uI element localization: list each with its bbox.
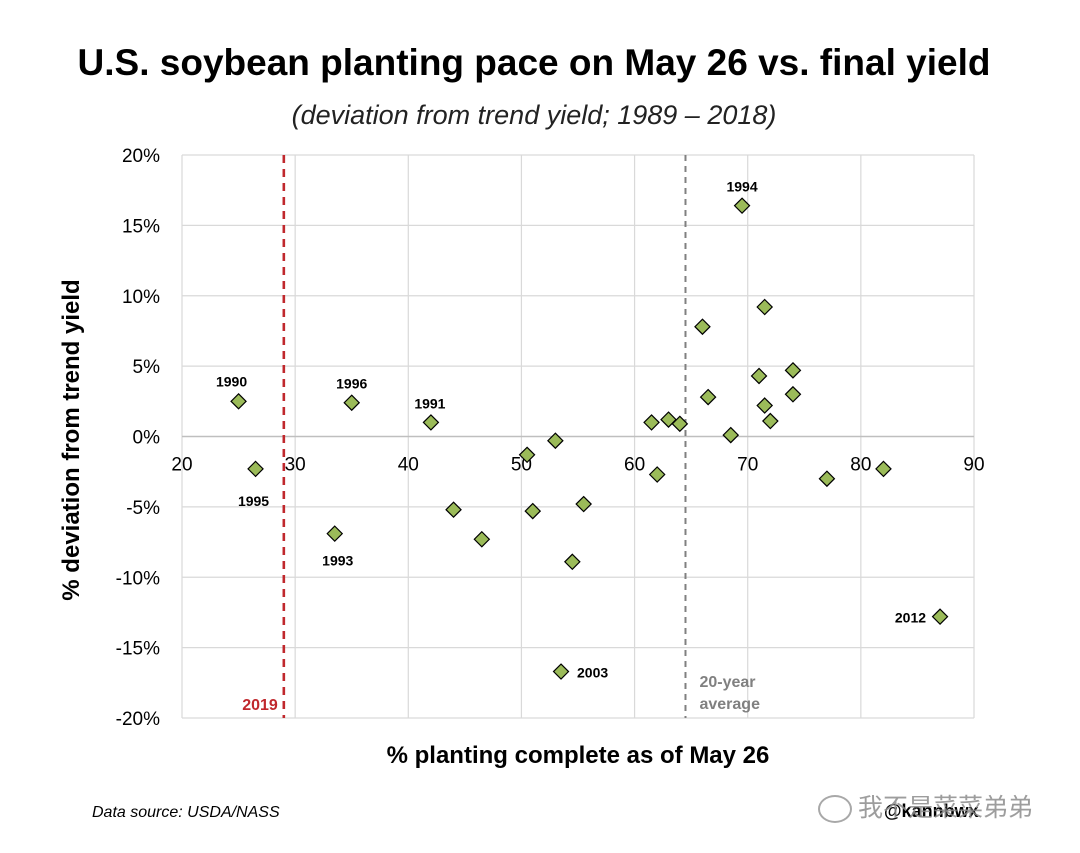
data-point — [756, 397, 774, 414]
data-point — [784, 361, 802, 379]
y-tick-label: -15% — [116, 639, 160, 660]
y-tick-label: -20% — [116, 709, 160, 730]
x-tick-label: 30 — [285, 455, 306, 476]
y-tick-label: 0% — [133, 428, 161, 449]
data-point — [931, 608, 949, 626]
data-point — [343, 394, 361, 412]
chat-bubble-icon — [818, 795, 852, 823]
reference-lines: 2019 20-year average — [242, 155, 760, 718]
x-tick-label: 60 — [624, 455, 645, 476]
twenty-year-average-label: average — [699, 696, 760, 713]
x-tick-label: 20 — [171, 455, 192, 476]
data-point — [473, 530, 491, 548]
chart-subtitle: (deviation from trend yield; 1989 – 2018… — [291, 100, 777, 130]
data-point — [648, 466, 666, 483]
tick-labels: 20%15%10%5%0%-5%-10%-15%-20%20 30 40 50 60 70… — [116, 146, 985, 730]
data-point — [643, 414, 660, 431]
data-point — [671, 415, 689, 433]
point-year-label: 1993 — [322, 553, 353, 569]
data-point — [326, 525, 344, 542]
data-point — [818, 470, 836, 488]
year-2019-label: 2019 — [242, 697, 278, 714]
data-point — [761, 412, 779, 430]
x-tick-label: 80 — [850, 455, 871, 476]
data-point — [552, 663, 570, 680]
gridlines — [181, 154, 975, 719]
point-year-label: 1990 — [216, 373, 247, 389]
data-point — [230, 392, 247, 410]
chart-title: U.S. soybean planting pace on May 26 vs.… — [77, 42, 991, 83]
data-point — [875, 460, 892, 478]
point-year-label: 2012 — [895, 610, 926, 626]
data-source-note: Data source: USDA/NASS — [92, 804, 280, 821]
data-point — [784, 385, 802, 403]
y-tick-label: 10% — [122, 287, 160, 308]
data-point — [722, 426, 740, 444]
y-tick-label: 15% — [122, 216, 160, 237]
data-point — [247, 460, 264, 478]
data-point — [563, 553, 581, 571]
data-point — [518, 446, 536, 464]
point-year-label: 2003 — [577, 665, 608, 681]
data-point — [733, 197, 751, 215]
x-tick-label: 40 — [398, 455, 419, 476]
author-handle: @kannbwx — [884, 801, 979, 821]
point-annotations: 1990 1995 1993 1996 1991 2003 1994 2012 — [216, 179, 926, 681]
x-axis-label: % planting complete as of May 26 — [386, 742, 770, 769]
data-point — [524, 502, 542, 520]
point-year-label: 1994 — [726, 179, 757, 195]
data-point — [694, 318, 711, 336]
x-tick-label: 70 — [737, 455, 758, 476]
data-point — [547, 432, 564, 450]
data-point — [422, 414, 440, 431]
point-year-label: 1996 — [336, 376, 367, 392]
twenty-year-average-label: 20-year — [699, 674, 755, 691]
point-year-label: 1991 — [414, 395, 445, 411]
point-year-label: 1995 — [238, 493, 269, 509]
data-point — [756, 298, 774, 316]
y-tick-label: 20% — [122, 146, 160, 167]
watermark: 我不是菜菜弟弟 — [818, 788, 1033, 824]
data-point — [575, 495, 593, 513]
data-point — [750, 367, 768, 385]
y-tick-label: -5% — [126, 498, 160, 519]
data-point — [699, 388, 717, 406]
y-tick-label: 5% — [133, 357, 161, 378]
data-points — [230, 197, 949, 680]
y-tick-label: -10% — [116, 568, 160, 589]
x-tick-label: 90 — [963, 455, 984, 476]
watermark-text: 我不是菜菜弟弟 — [858, 793, 1034, 822]
data-point — [445, 501, 462, 519]
